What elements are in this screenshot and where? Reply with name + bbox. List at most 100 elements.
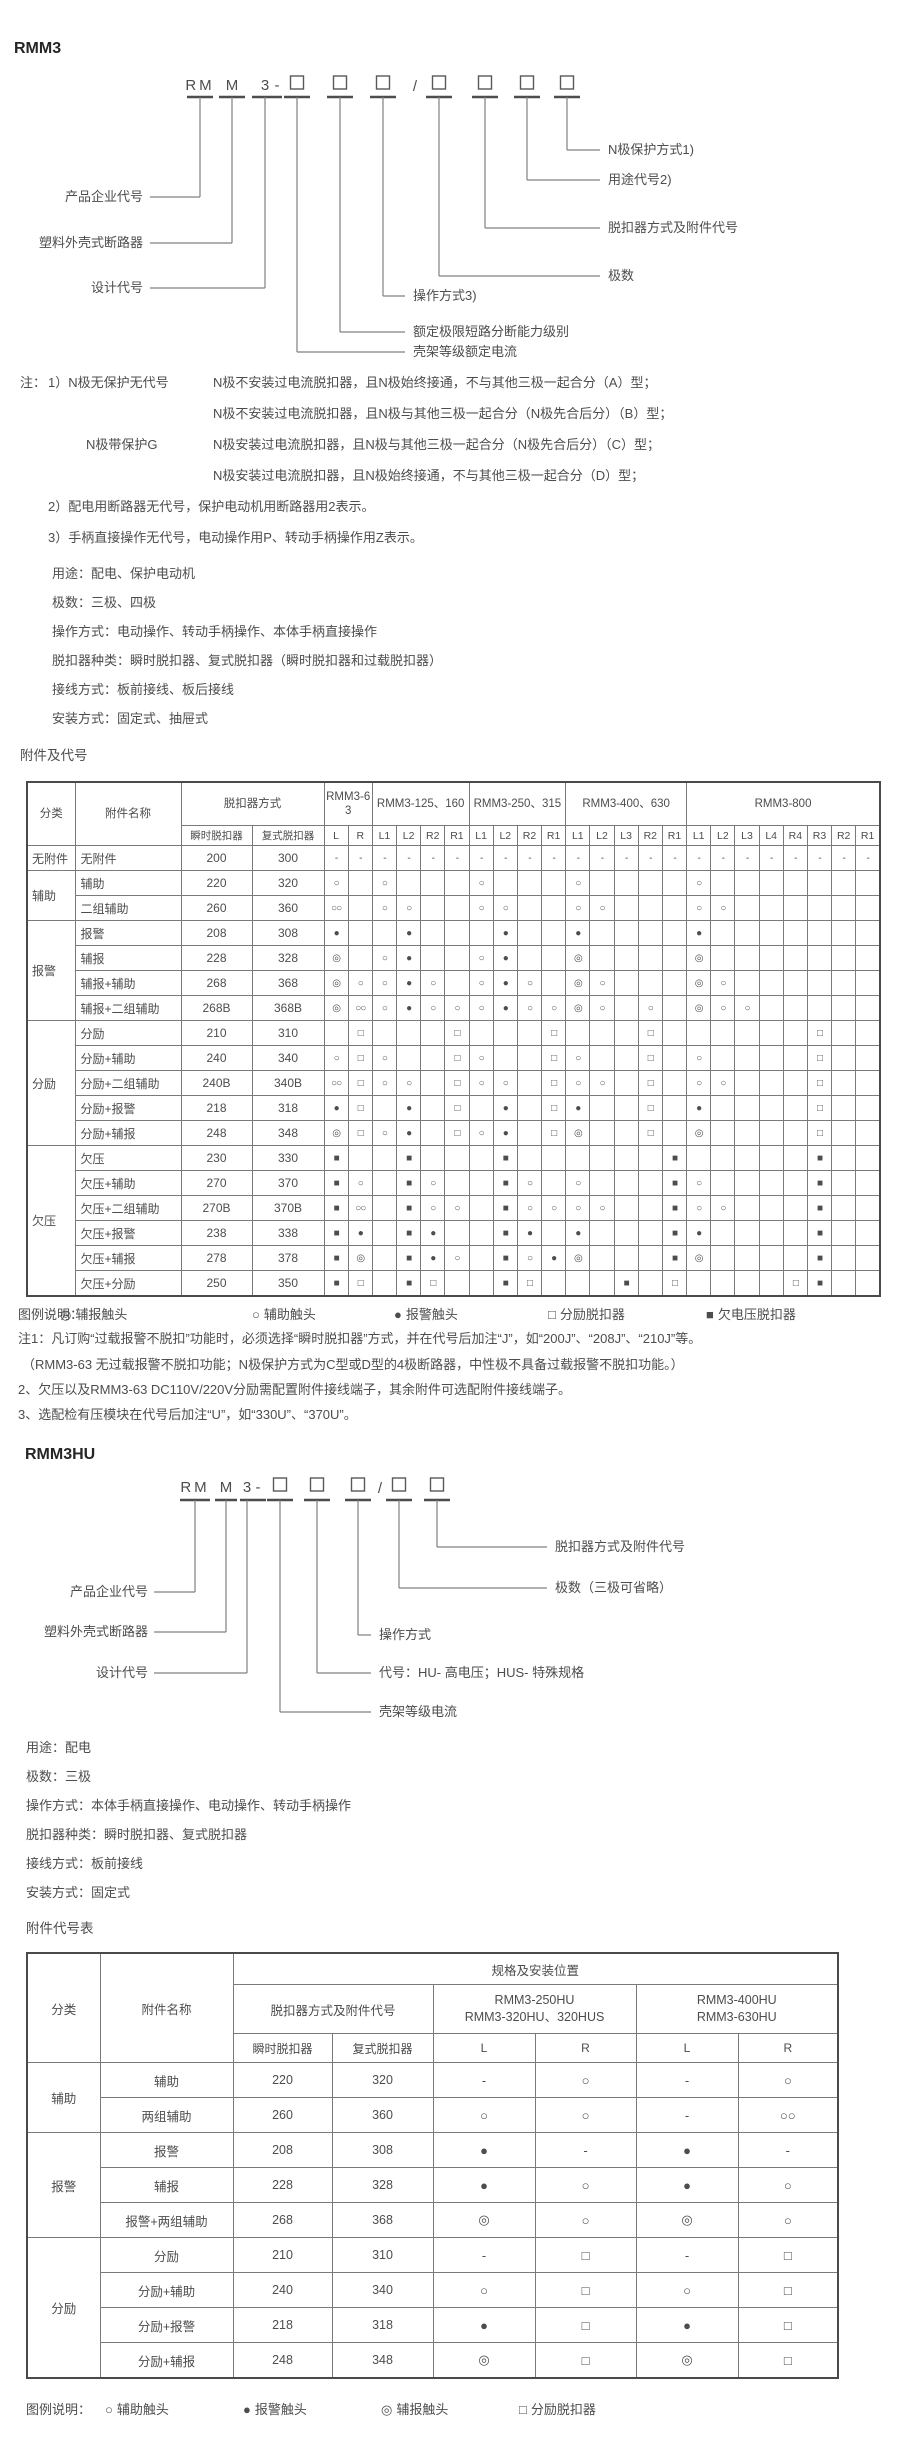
position-cell: ○ (686, 895, 712, 921)
position-cell (734, 920, 760, 946)
code-composite: 318 (331, 2307, 434, 2343)
position-cell (782, 945, 808, 971)
position-cell: ○ (468, 995, 494, 1021)
position-cell (637, 970, 663, 996)
accessory-name: 辅报+辅助 (74, 970, 182, 996)
position-cell (782, 920, 808, 946)
position-cell: ○ (710, 1195, 736, 1221)
position-cell (613, 1045, 639, 1071)
position-cell: ■ (323, 1170, 349, 1196)
position-cell: ◎ (565, 970, 591, 996)
position-cell (734, 945, 760, 971)
position-cell: ○ (468, 945, 494, 971)
diagram2-label-design: 设计代号 (96, 1665, 148, 1680)
position-cell (855, 1020, 881, 1046)
position-cell: ◎ (565, 1120, 591, 1146)
accessory-name: 分励+辅报 (74, 1120, 182, 1146)
info2-operation: 操作方式：本体手柄直接操作、电动操作、转动手柄操作 (26, 1798, 352, 1813)
code-composite: 308 (251, 920, 325, 946)
frame-header: RMM3-400、630 (565, 781, 688, 826)
position-cell (637, 1170, 663, 1196)
position-cell (855, 1245, 881, 1271)
position-cell: ◎ (323, 1120, 349, 1146)
position-header: L2 (492, 825, 518, 846)
position-cell: □ (541, 1120, 567, 1146)
accessory-name: 辅助 (99, 2062, 234, 2098)
accessory-name: 欠压+辅助 (74, 1170, 182, 1196)
position-cell: ○ (710, 1070, 736, 1096)
position-cell (468, 1145, 494, 1171)
note-term-1: 1）N极无保护无代号 (48, 375, 169, 390)
diagram2-label-release: 脱扣器方式及附件代号 (555, 1539, 685, 1554)
code-instantaneous: 240 (180, 1045, 253, 1071)
position-cell: - (516, 845, 543, 871)
position-cell: - (565, 845, 591, 871)
sub-instantaneous: 瞬时脱扣器 (232, 2033, 333, 2063)
position-cell: ○○ (737, 2097, 839, 2133)
position-cell: ○ (534, 2202, 637, 2238)
position-cell (831, 1070, 857, 1096)
accessory-name: 分励 (74, 1020, 182, 1046)
position-cell (782, 1095, 808, 1121)
position-cell (371, 1170, 398, 1196)
position-cell (734, 1245, 760, 1271)
position-cell (541, 970, 567, 996)
accessory-code-table: 分类 附件名称 脱扣器方式 RMM3-63 RMM3-125、160 RMM3-250、3… (26, 781, 881, 1297)
info2-wiring: 接线方式：板前接线 (26, 1856, 144, 1871)
accessory-name: 辅报+二组辅助 (74, 995, 182, 1021)
position-cell (782, 1045, 808, 1071)
code-composite: 300 (251, 845, 325, 871)
position-cell (613, 1095, 639, 1121)
diagram1-label-design: 设计代号 (91, 280, 143, 295)
position-cell: □ (541, 1095, 567, 1121)
position-cell: □ (420, 1270, 446, 1297)
code-composite: 308 (331, 2132, 434, 2168)
position-header: R (534, 2033, 637, 2063)
position-cell (347, 920, 373, 946)
position-cell: □ (637, 1045, 663, 1071)
position-cell (613, 870, 639, 896)
code-instantaneous: 270B (180, 1195, 253, 1221)
position-cell: □ (347, 1020, 373, 1046)
position-cell: - (492, 845, 518, 871)
accessory-name: 欠压+分励 (74, 1270, 182, 1297)
position-cell (758, 1270, 784, 1297)
position-cell: □ (541, 1020, 567, 1046)
position-cell: ○ (710, 970, 736, 996)
position-cell (589, 1095, 615, 1121)
position-cell (806, 920, 833, 946)
position-cell: ■ (396, 1220, 422, 1246)
position-header: L4 (758, 825, 784, 846)
position-cell (420, 1070, 446, 1096)
position-cell (516, 1145, 543, 1171)
position-cell: ○ (323, 870, 349, 896)
position-cell (516, 1120, 543, 1146)
position-cell (613, 1170, 639, 1196)
position-cell: ■ (323, 1270, 349, 1297)
position-cell: ■ (396, 1270, 422, 1297)
position-cell (855, 1270, 881, 1297)
position-cell (565, 1145, 591, 1171)
position-cell: ◎ (432, 2202, 536, 2238)
accessory-name: 分励+报警 (74, 1095, 182, 1121)
code-instantaneous: 248 (180, 1120, 253, 1146)
position-cell: ○ (396, 1070, 422, 1096)
info2-mounting: 安装方式：固定式 (26, 1885, 131, 1900)
position-cell: □ (534, 2307, 637, 2343)
position-cell (758, 920, 784, 946)
position-cell (734, 1120, 760, 1146)
position-cell: ■ (661, 1245, 688, 1271)
position-cell: ○ (737, 2167, 839, 2203)
position-cell: ○ (420, 1195, 446, 1221)
position-cell (396, 870, 422, 896)
accessory-name: 分励+辅助 (99, 2272, 234, 2308)
position-cell (468, 1170, 494, 1196)
position-cell: - (444, 845, 470, 871)
position-cell (589, 870, 615, 896)
position-cell: ■ (806, 1220, 833, 1246)
code-instantaneous: 228 (180, 945, 253, 971)
code-instantaneous: 270 (180, 1170, 253, 1196)
code-composite: 368 (331, 2202, 434, 2238)
position-cell: ■ (492, 1245, 518, 1271)
position-cell: - (613, 845, 639, 871)
